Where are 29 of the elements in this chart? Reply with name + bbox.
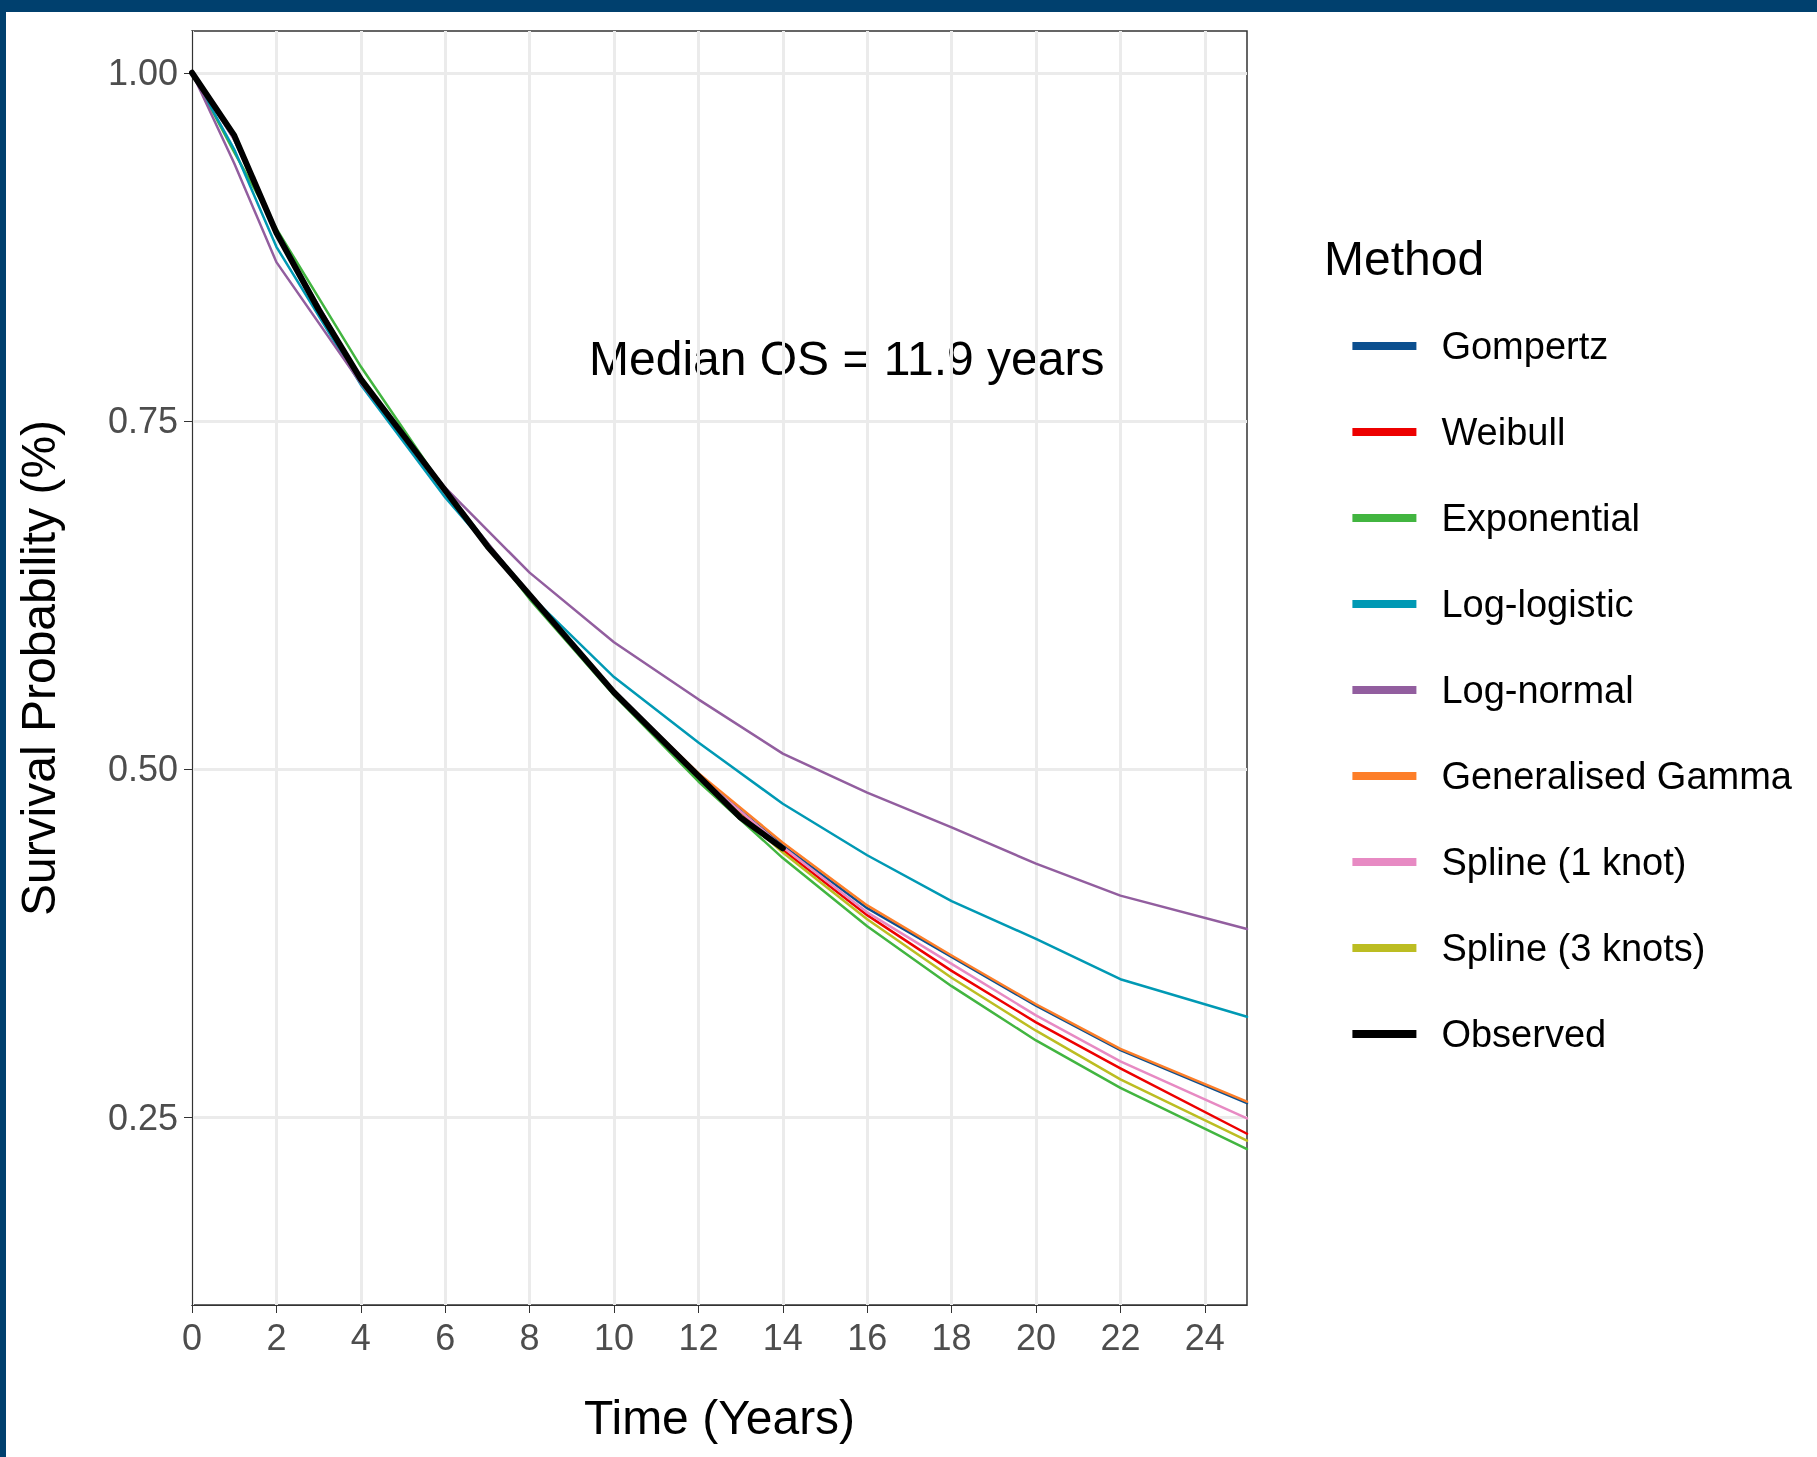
x-tick-label: 10 <box>593 1316 635 1358</box>
x-tick-label: 12 <box>678 1316 719 1358</box>
legend-title: Method <box>1324 231 1485 285</box>
legend-label: Exponential <box>1441 497 1640 539</box>
legend-label: Weibull <box>1441 411 1566 453</box>
legend-label: Spline (3 knots) <box>1441 927 1706 969</box>
legend-label: Observed <box>1441 1013 1607 1055</box>
x-tick-label: 16 <box>847 1316 888 1358</box>
x-tick-label: 18 <box>931 1316 972 1358</box>
x-tick-label: 6 <box>435 1316 456 1358</box>
legend-label: Gompertz <box>1441 325 1609 367</box>
y-tick-label: 0.50 <box>107 748 178 790</box>
x-axis-title: Time (Years) <box>583 1390 856 1444</box>
x-tick-label: 24 <box>1184 1316 1225 1358</box>
x-tick-label: 14 <box>762 1316 803 1358</box>
x-tick-label: 22 <box>1100 1316 1141 1358</box>
y-tick-label: 1.00 <box>107 52 178 94</box>
y-tick-label: 0.25 <box>107 1096 178 1138</box>
y-axis-title: Survival Probability (%) <box>11 419 65 917</box>
x-tick-label: 2 <box>266 1316 287 1358</box>
legend-label: Spline (1 knot) <box>1441 841 1687 883</box>
x-tick-label: 8 <box>519 1316 540 1358</box>
legend-label: Log-normal <box>1441 669 1634 711</box>
x-tick-label: 4 <box>350 1316 371 1358</box>
y-tick-label: 0.75 <box>107 400 178 442</box>
x-tick-label: 20 <box>1015 1316 1057 1358</box>
x-tick-label: 0 <box>181 1316 203 1358</box>
legend-label: Log-logistic <box>1441 583 1634 625</box>
legend-label: Generalised Gamma <box>1441 755 1793 797</box>
